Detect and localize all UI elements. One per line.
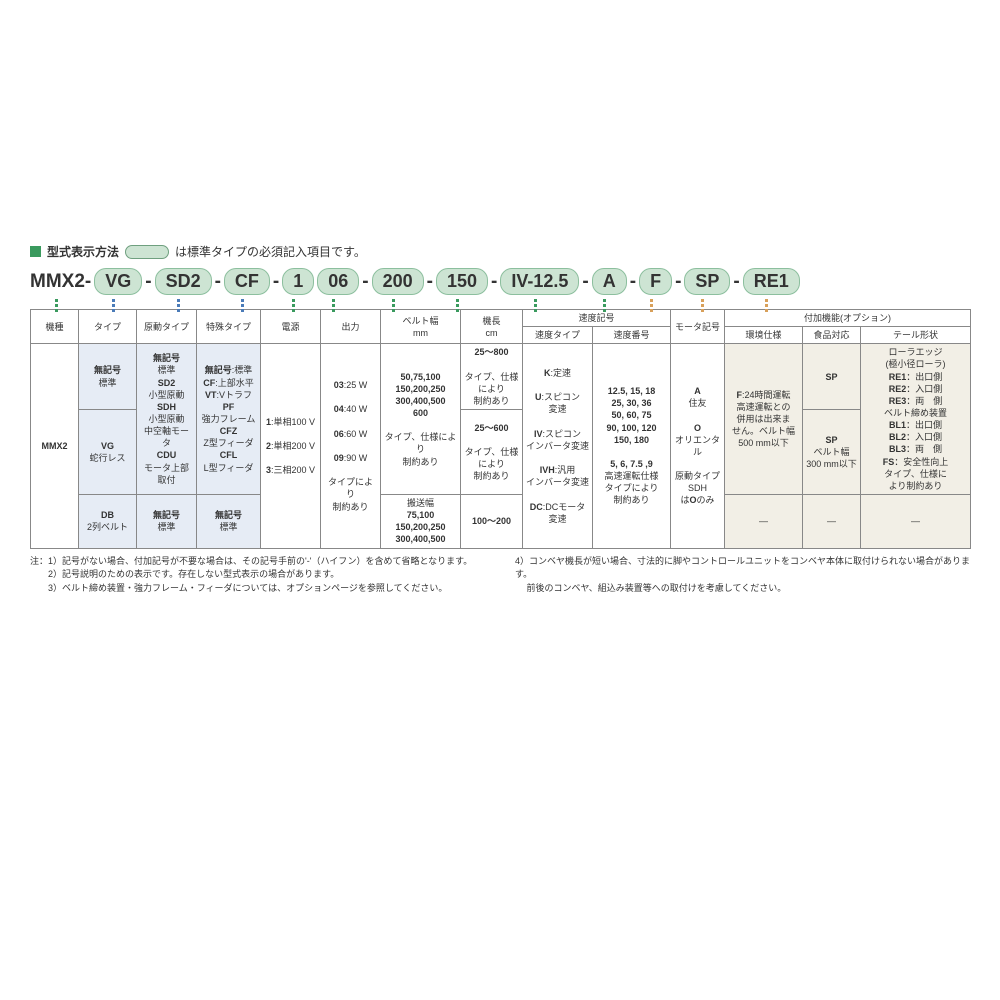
footnotes: 注：1）記号がない場合、付加記号が不要な場合は、その記号手前の'-'（ハイフン）… [30,555,970,596]
pill-a: A [592,268,627,295]
pill-06: 06 [317,268,359,295]
title-text: 型式表示方法 [47,243,119,260]
pill-cf: CF [224,268,270,295]
pill-200: 200 [372,268,424,295]
model-code-row: MMX2- VG- SD2- CF- 1 06- 200- 150- IV-12… [30,268,970,295]
pill-sd2: SD2 [155,268,212,295]
pill-f: F [639,268,672,295]
spec-table: 機種タイプ原動タイプ特殊タイプ電源出力ベルト幅mm機長cm速度記号モータ記号付加… [30,309,971,549]
footnotes-left: 注：1）記号がない場合、付加記号が不要な場合は、その記号手前の'-'（ハイフン）… [30,555,485,596]
pill-re1: RE1 [743,268,800,295]
section-title: 型式表示方法 は標準タイプの必須記入項目です。 [30,243,970,260]
connector-dots [30,299,970,309]
pill-sp: SP [684,268,730,295]
pill-legend-icon [125,245,169,259]
model-prefix: MMX2- [30,271,91,293]
pill-iv: IV-12.5 [500,268,579,295]
pill-1: 1 [282,268,314,295]
title-suffix: は標準タイプの必須記入項目です。 [175,243,366,260]
footnotes-right: 4）コンベヤ機長が短い場合、寸法的に脚やコントロールユニットをコンベヤ本体に取付… [515,555,970,596]
title-marker [30,246,41,257]
pill-vg: VG [94,268,142,295]
pill-150: 150 [436,268,488,295]
